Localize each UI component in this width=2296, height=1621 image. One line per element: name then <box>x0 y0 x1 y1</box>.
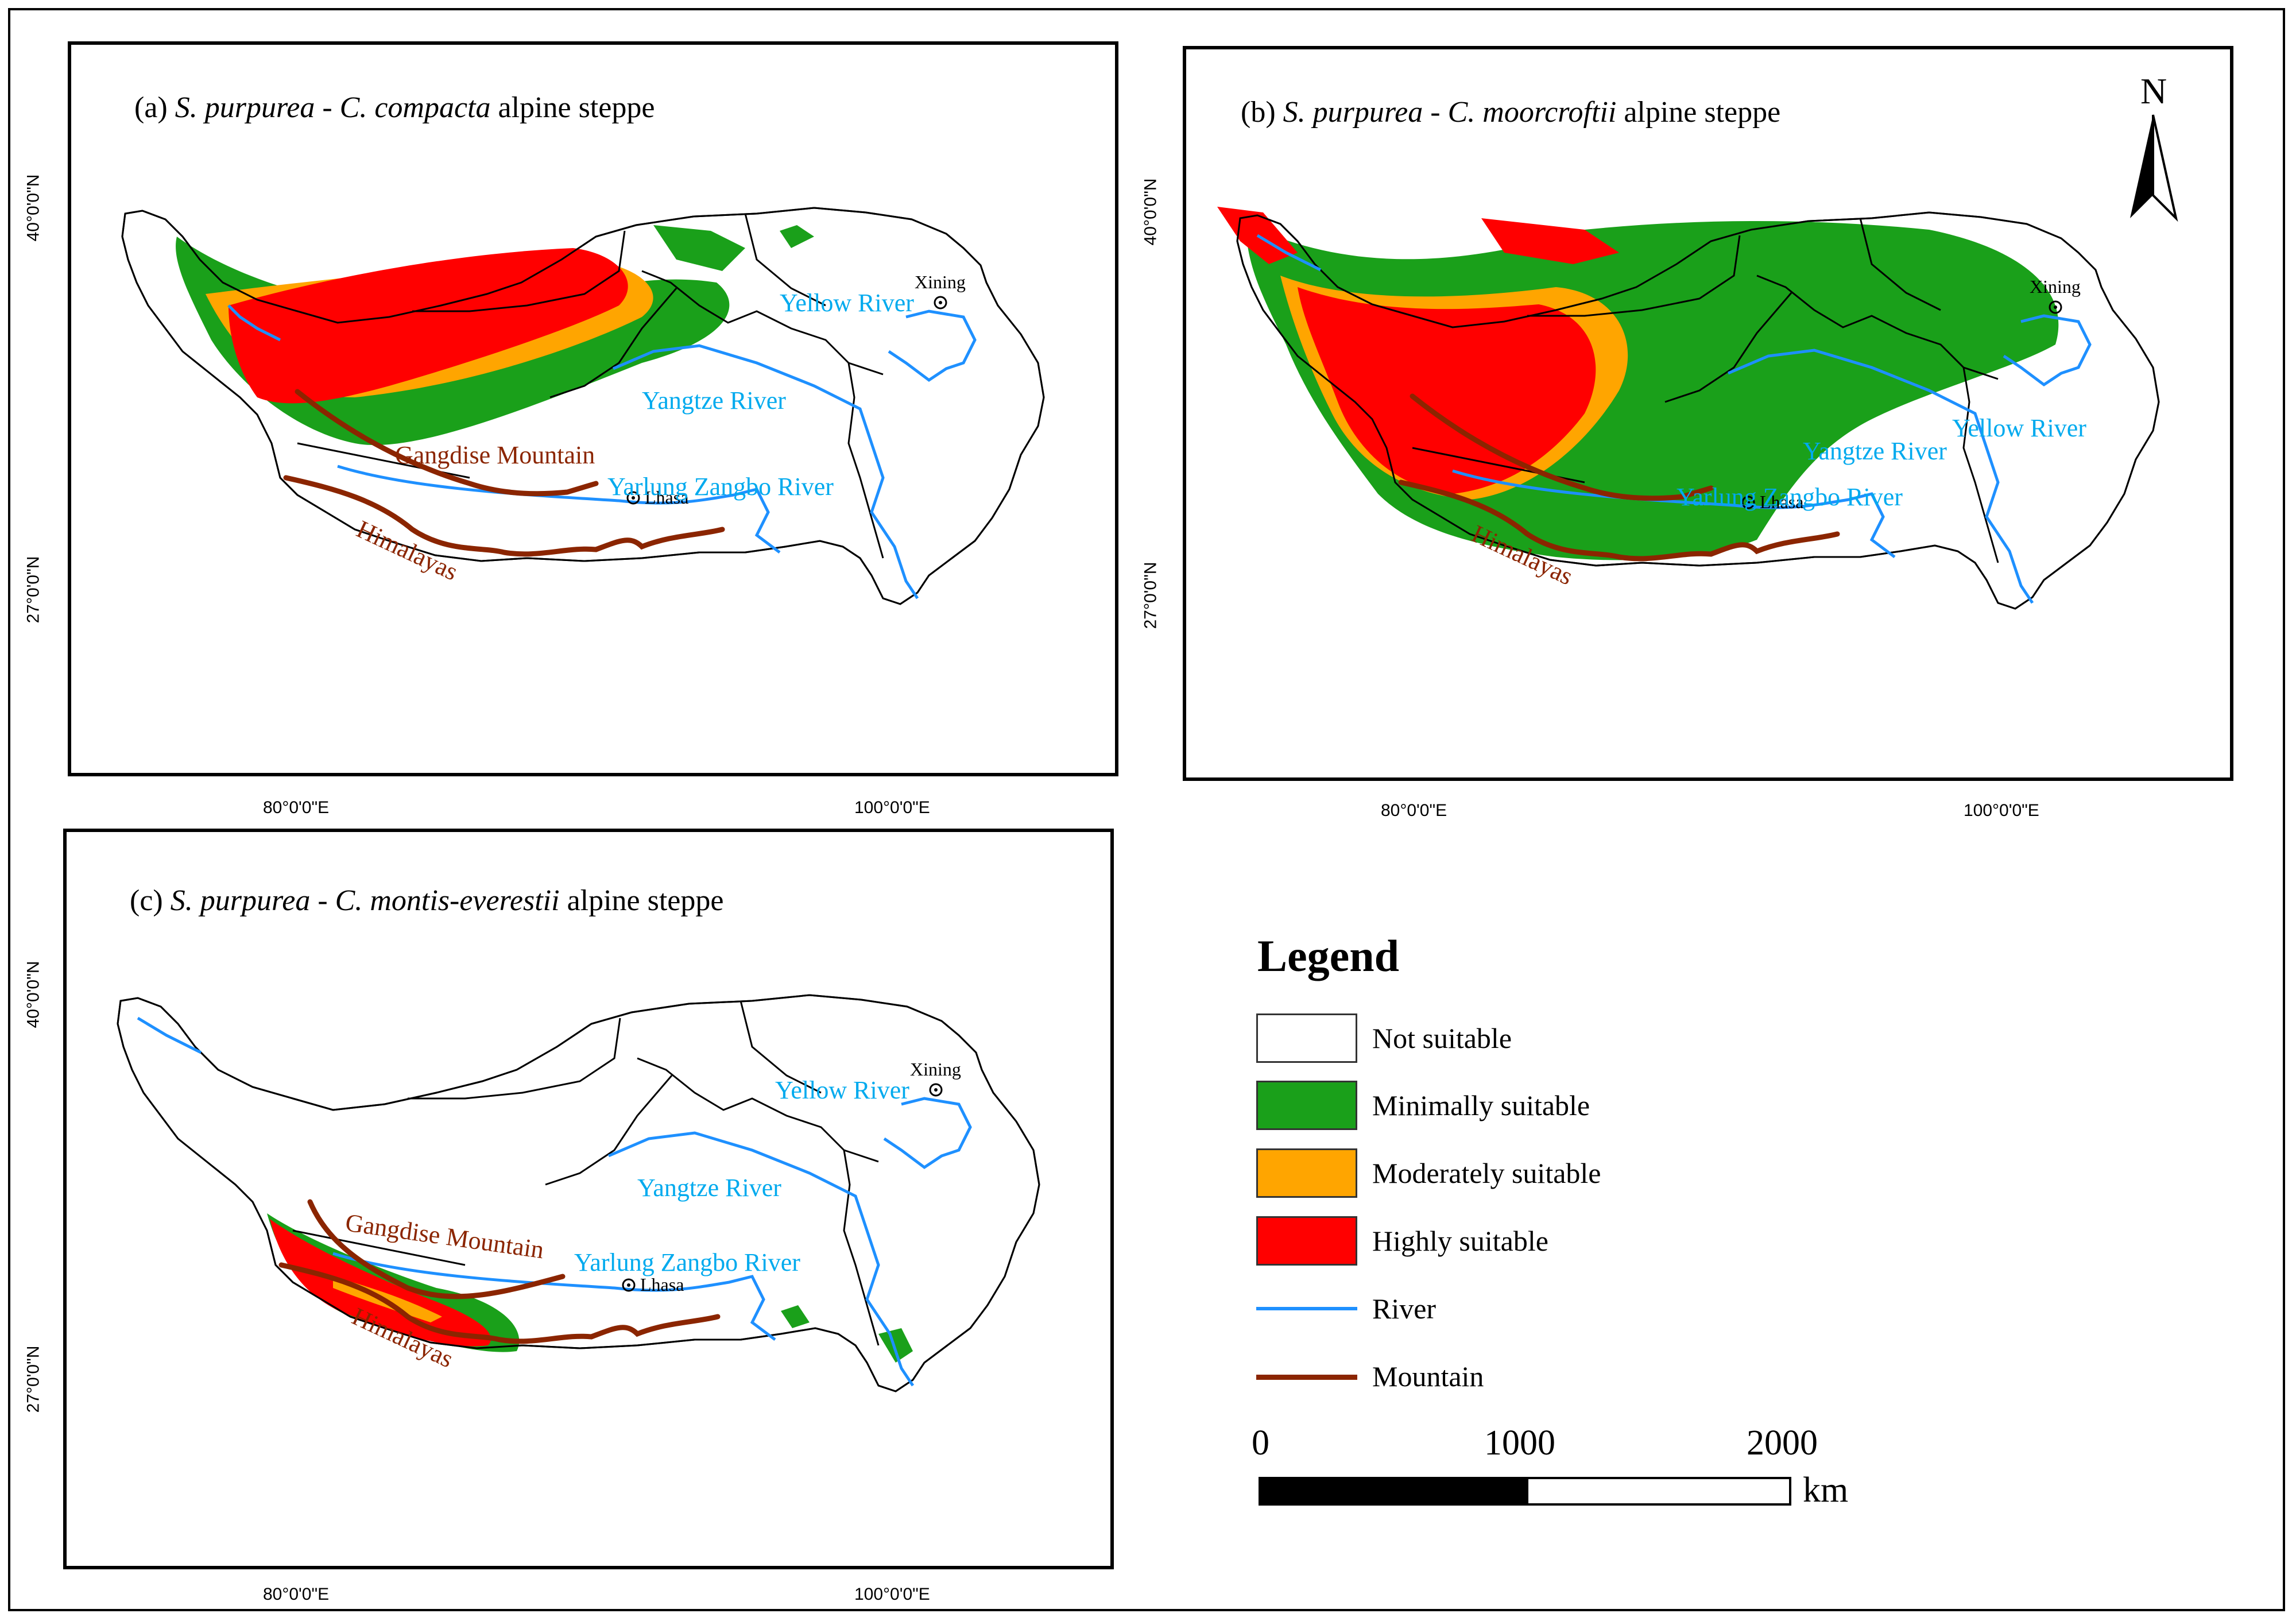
legend-item-not-suitable: Not suitable <box>1252 1013 1826 1065</box>
community-type: alpine steppe <box>1616 96 1781 129</box>
lon-label-80e-c: 80°0'0"E <box>263 1585 330 1604</box>
community-type: alpine steppe <box>559 884 724 917</box>
label-yellow-river: Yellow River <box>1952 414 2086 442</box>
species-name: C. montis-everestii <box>335 884 560 917</box>
city-label-lhasa: Lhasa <box>645 487 688 508</box>
city-label-xining: Xining <box>915 272 966 292</box>
mountain-lines <box>283 389 725 557</box>
label-yarlung-zangbo-river: Yarlung Zangbo River <box>607 473 834 501</box>
panel-label: (c) <box>130 884 171 917</box>
species-name: S. purpurea <box>170 884 311 917</box>
lon-label-100e-c: 100°0'0"E <box>854 1585 930 1604</box>
species-name: C. moorcroftii <box>1447 96 1617 129</box>
scale-bar-black <box>1259 1477 1528 1506</box>
scale-unit: km <box>1803 1471 1849 1510</box>
north-arrow-icon: N <box>2130 71 2178 222</box>
panel-title-b: (b) S. purpurea - C. moorcroftii alpine … <box>1241 95 1780 129</box>
legend-label: Highly suitable <box>1372 1225 1548 1257</box>
legend-swatch <box>1256 1013 1357 1063</box>
panel-label: (b) <box>1241 96 1283 129</box>
panel-label: (a) <box>134 91 175 124</box>
north-label: N <box>2140 71 2167 111</box>
legend-item-river: River <box>1252 1284 1826 1336</box>
scale-tick-0: 0 <box>1252 1423 1269 1463</box>
lon-label-80e-a: 80°0'0"E <box>263 798 330 817</box>
separator: - <box>315 91 340 124</box>
legend-label: Minimally suitable <box>1372 1089 1590 1121</box>
panel-title-a: (a) S. purpurea - C. compacta alpine ste… <box>134 91 655 125</box>
label-yarlung-zangbo-river: Yarlung Zangbo River <box>574 1248 800 1276</box>
legend-item-mountain: Mountain <box>1252 1352 1826 1403</box>
city-label-xining: Xining <box>910 1059 961 1080</box>
legend-label: Moderately suitable <box>1372 1157 1601 1189</box>
mountain-lines <box>278 1199 721 1344</box>
label-yangtze-river: Yangtze River <box>642 386 786 415</box>
legend-item-highly-suitable: Highly suitable <box>1252 1216 1826 1268</box>
species-name: S. purpurea <box>1283 96 1423 129</box>
highly-suitable-area <box>229 248 628 404</box>
species-name: S. purpurea <box>175 91 315 124</box>
figure-frame <box>8 8 2285 1611</box>
community-type: alpine steppe <box>490 91 655 124</box>
separator: - <box>1423 96 1448 129</box>
legend-swatch <box>1256 1148 1357 1198</box>
legend-mountain-line <box>1256 1375 1357 1380</box>
label-yellow-river: Yellow River <box>775 1076 909 1104</box>
city-label-lhasa: Lhasa <box>1760 492 1803 512</box>
separator: - <box>310 884 335 917</box>
legend-swatch <box>1256 1081 1357 1130</box>
legend-title: Legend <box>1257 931 1400 981</box>
scale-tick-2000: 2000 <box>1747 1423 1818 1463</box>
legend: Legend Not suitable Minimally suitable M… <box>1252 930 1883 1533</box>
river-lines <box>137 1016 972 1387</box>
scale-tick-1000: 1000 <box>1484 1423 1555 1463</box>
legend-label: Not suitable <box>1372 1022 1512 1054</box>
panel-title-c: (c) S. purpurea - C. montis-everestii al… <box>130 884 723 918</box>
label-yangtze-river: Yangtze River <box>637 1174 781 1202</box>
river-lines <box>1256 234 2092 604</box>
river-lines <box>227 304 977 599</box>
label-yellow-river: Yellow River <box>780 289 914 317</box>
label-gangdise-mountain: Gangdise Mountain <box>395 441 595 469</box>
label-yangtze-river: Yangtze River <box>1803 437 1947 465</box>
highly-suitable-area <box>1298 287 1596 494</box>
legend-item-moderately-suitable: Moderately suitable <box>1252 1148 1826 1200</box>
city-label-lhasa: Lhasa <box>640 1274 684 1295</box>
legend-river-line <box>1256 1307 1357 1310</box>
lon-label-100e-b: 100°0'0"E <box>1964 801 2039 820</box>
scale-bar-white <box>1526 1477 1791 1506</box>
species-name: C. compacta <box>339 91 491 124</box>
city-label-xining: Xining <box>2030 276 2081 297</box>
legend-label: River <box>1372 1293 1437 1325</box>
label-yarlung-zangbo-river: Yarlung Zangbo River <box>1676 483 1903 511</box>
lon-label-80e-b: 80°0'0"E <box>1381 801 1447 820</box>
legend-item-minimally-suitable: Minimally suitable <box>1252 1081 1826 1132</box>
legend-swatch <box>1256 1216 1357 1266</box>
lon-label-100e-a: 100°0'0"E <box>854 798 930 817</box>
legend-label: Mountain <box>1372 1360 1484 1392</box>
mountain-lines <box>1398 393 1840 562</box>
